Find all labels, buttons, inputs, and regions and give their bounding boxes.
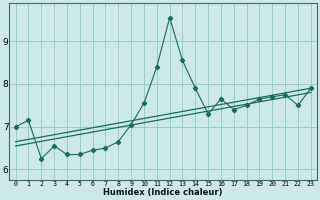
X-axis label: Humidex (Indice chaleur): Humidex (Indice chaleur) [103, 188, 223, 197]
